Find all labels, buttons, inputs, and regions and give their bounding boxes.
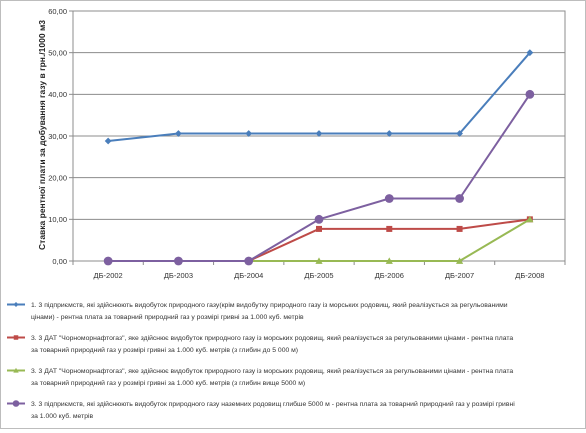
series-line <box>108 218 530 262</box>
data-point <box>315 130 323 137</box>
y-tick-label: 40,00 <box>48 90 67 99</box>
y-tick-label: 0,00 <box>52 257 67 266</box>
y-tick-label: 30,00 <box>48 132 67 141</box>
data-point <box>175 130 182 137</box>
legend-label: 3. 3 ДАТ "Чорноморнафтогаз", яке здійсню… <box>31 334 513 342</box>
y-tick-labels: 0,00 10,00 20,00 30,00 40,00 50,00 60,00 <box>48 7 67 266</box>
x-tick-label: ДБ-2005 <box>304 271 333 280</box>
data-point <box>455 257 464 264</box>
data-point <box>455 194 464 203</box>
data-point <box>526 49 534 57</box>
legend-marker <box>13 367 19 373</box>
series-4 <box>103 89 535 266</box>
data-point <box>315 257 323 264</box>
legend-label: за товарний природний газ у розмірі грив… <box>31 346 298 354</box>
legend-marker <box>12 400 20 407</box>
data-point <box>456 130 463 137</box>
data-point <box>525 89 535 99</box>
legend-marker <box>13 335 19 340</box>
legend-item-4: 3. 3 підприємств, які здійснюють видобут… <box>7 400 515 420</box>
y-tick-label: 10,00 <box>48 215 67 224</box>
data-point <box>384 194 394 203</box>
legend: 1. 3 підприємств, які здійснюють видобут… <box>7 301 515 420</box>
legend-marker <box>13 301 19 308</box>
legend-label: за товарний природний газ у розмірі грив… <box>31 379 305 387</box>
series-line <box>108 218 531 262</box>
data-point <box>245 130 253 137</box>
data-point <box>526 215 534 223</box>
data-point <box>314 214 324 224</box>
y-tick-label: 50,00 <box>48 48 67 57</box>
x-tick-labels: ДБ-2002 ДБ-2003 ДБ-2004 ДБ-2005 ДБ-2006 ДБ-20… <box>94 271 545 280</box>
x-tick-label: ДБ-2007 <box>445 271 474 280</box>
legend-label: 3. 3 ДАТ "Чорноморнафтогаз", яке здійсню… <box>31 367 513 375</box>
data-point <box>104 137 112 145</box>
y-tick-label: 60,00 <box>48 7 67 16</box>
data-point <box>385 257 393 264</box>
data-point <box>103 256 113 266</box>
x-tick-label: ДБ-2002 <box>94 271 123 280</box>
legend-item-3: 3. 3 ДАТ "Чорноморнафтогаз", яке здійсню… <box>7 367 513 387</box>
legend-label: 3. 3 підприємств, які здійснюють видобут… <box>31 400 515 408</box>
data-point <box>456 225 463 232</box>
series-1 <box>104 49 534 145</box>
legend-label: 1. 3 підприємств, які здійснюють видобут… <box>31 301 508 309</box>
x-tick-label: ДБ-2003 <box>164 271 193 280</box>
y-tick-label: 20,00 <box>48 173 67 182</box>
x-tick-label: ДБ-2008 <box>515 271 544 280</box>
series <box>103 49 535 266</box>
data-point <box>385 130 393 137</box>
data-point <box>386 225 393 232</box>
series-line <box>108 52 531 142</box>
x-tick-label: ДБ-2006 <box>375 271 404 280</box>
legend-label: цінами) - рентна плата за товарний приро… <box>31 313 304 321</box>
data-point <box>174 256 183 266</box>
legend-label: за 1.000 куб. метрів <box>31 412 94 420</box>
x-tick-label: ДБ-2004 <box>234 271 263 280</box>
y-axis-label: Ставка рентної плати за добування газу в… <box>37 20 47 250</box>
data-point <box>244 256 254 266</box>
data-point <box>316 225 322 232</box>
legend-item-2: 3. 3 ДАТ "Чорноморнафтогаз", яке здійсню… <box>7 334 513 354</box>
legend-item-1: 1. 3 підприємств, які здійснюють видобут… <box>7 301 508 321</box>
